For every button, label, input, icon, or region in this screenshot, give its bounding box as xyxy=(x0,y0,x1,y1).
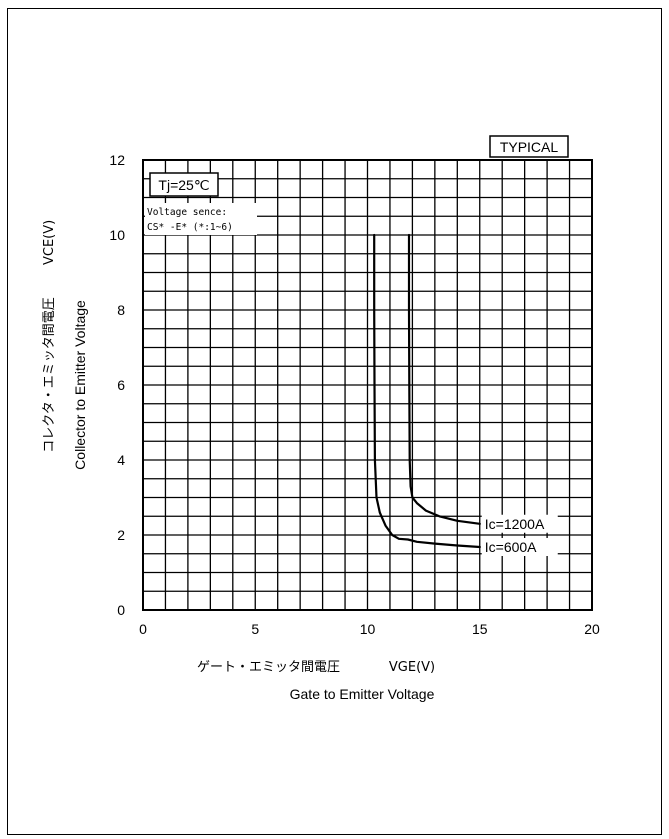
x-axis-label-en: Gate to Emitter Voltage xyxy=(290,686,435,702)
y-tick-label: 8 xyxy=(117,302,125,318)
x-tick-label: 10 xyxy=(360,621,376,637)
voltage-sense-box: Voltage sence: CS* -E* (*:1~6) xyxy=(145,203,257,235)
x-tick-label: 0 xyxy=(139,621,147,637)
tick-labels: 0 5 10 15 20 0 2 4 6 8 10 12 xyxy=(109,152,600,637)
plot-border xyxy=(142,159,593,611)
grid-layer xyxy=(143,160,592,610)
temperature-box: Tj=25℃ xyxy=(149,172,219,197)
x-tick-label: 15 xyxy=(472,621,488,637)
y-tick-label: 6 xyxy=(117,377,125,393)
series-label-text: Ic=600A xyxy=(485,539,537,555)
x-axis-title: ゲート・エミッタ間電圧 VGE(V) Gate to Emitter Volta… xyxy=(197,660,435,702)
series-label-bg xyxy=(481,514,558,533)
y-axis-title: コレクタ・エミッタ間電圧 VCE(V) xyxy=(42,220,57,453)
y-axis-label-jp: コレクタ・エミッタ間電圧 xyxy=(42,297,57,452)
voltage-sense-line1: Voltage sence: xyxy=(147,207,227,218)
y-tick-label: 2 xyxy=(117,527,125,543)
typical-box: TYPICAL xyxy=(489,135,569,158)
voltage-sense-line2: CS* -E* (*:1~6) xyxy=(147,222,233,233)
y-axis-label-en: Collector to Emitter Voltage xyxy=(72,300,88,470)
series-layer: Ic=1200A Ic=600A xyxy=(373,233,558,556)
y-tick-label: 12 xyxy=(109,152,125,168)
series-label-1: Ic=600A xyxy=(481,538,558,556)
y-tick-label: 10 xyxy=(109,227,125,243)
page-frame xyxy=(7,8,662,835)
series-line-0 xyxy=(407,233,481,525)
typical-label: TYPICAL xyxy=(500,139,559,155)
series-label-text: Ic=1200A xyxy=(485,516,545,532)
temperature-label: Tj=25℃ xyxy=(158,177,209,193)
x-axis-symbol: VGE(V) xyxy=(389,660,435,675)
x-tick-label: 5 xyxy=(251,621,259,637)
series-label-bg xyxy=(481,538,558,556)
x-axis-label-jp: ゲート・エミッタ間電圧 xyxy=(197,660,340,675)
series-label-0: Ic=1200A xyxy=(481,514,558,533)
series-line-1 xyxy=(373,233,481,549)
y-tick-label: 0 xyxy=(117,602,125,618)
x-tick-label: 20 xyxy=(584,621,600,637)
y-axis-symbol: VCE(V) xyxy=(42,220,57,265)
y-tick-label: 4 xyxy=(117,452,125,468)
